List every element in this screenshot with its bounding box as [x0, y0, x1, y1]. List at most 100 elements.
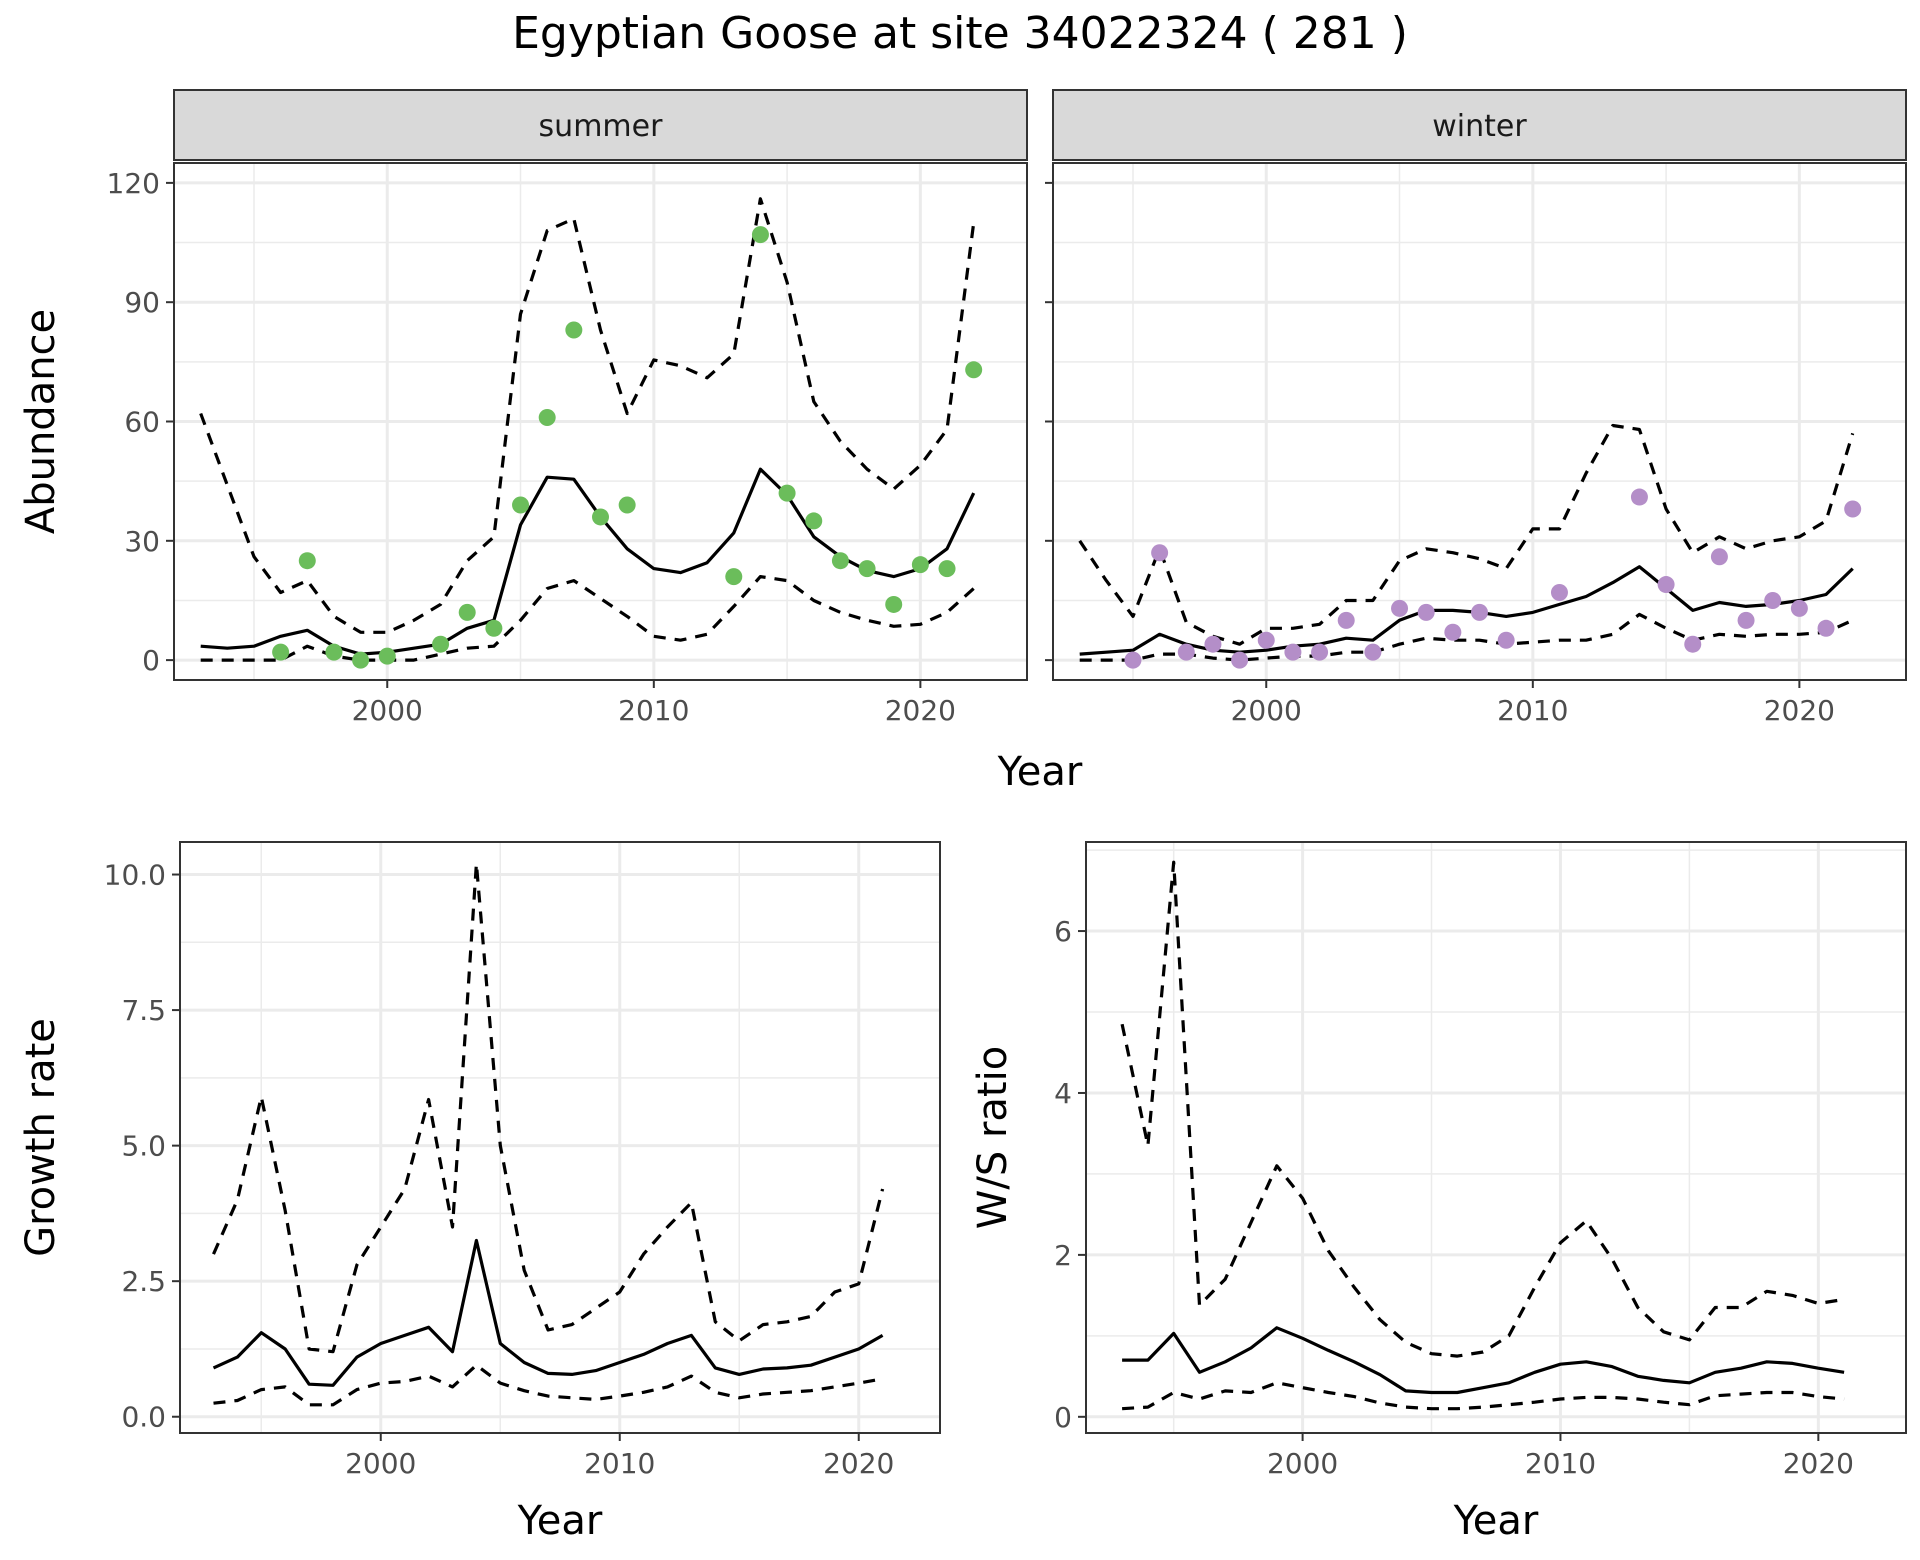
data-point [512, 496, 530, 514]
x-tick-label: 2000 [1267, 1447, 1338, 1480]
data-point [938, 560, 956, 578]
y-tick-label: 7.5 [121, 994, 166, 1027]
data-point [1710, 548, 1728, 566]
data-point [831, 552, 849, 570]
x-axis-title: Year [517, 1498, 603, 1544]
y-tick-label: 30 [124, 525, 160, 558]
data-point [1311, 643, 1329, 661]
x-tick-label: 2010 [584, 1447, 655, 1480]
data-point [1177, 643, 1195, 661]
data-point [725, 568, 743, 586]
y-axis-title: Growth rate [18, 1018, 64, 1257]
data-point [1444, 623, 1462, 641]
data-point [565, 321, 583, 339]
data-point [1284, 643, 1302, 661]
data-point [352, 651, 370, 669]
data-point [458, 603, 476, 621]
y-tick-label: 0 [1054, 1401, 1072, 1434]
x-tick-label: 2000 [352, 694, 423, 727]
series-line-fit [1122, 1326, 1845, 1395]
facet-strip-label: winter [1432, 109, 1527, 144]
y-tick-label: 2 [1054, 1239, 1072, 1272]
data-point [1764, 591, 1782, 609]
data-point [1151, 544, 1169, 562]
y-tick-label: 5.0 [121, 1130, 166, 1163]
x-tick-label: 2020 [1783, 1447, 1854, 1480]
data-point [1364, 643, 1382, 661]
x-axis-title: Year [1453, 1498, 1539, 1544]
y-tick-label: 4 [1054, 1077, 1072, 1110]
data-point [298, 552, 316, 570]
data-point [885, 595, 903, 613]
x-tick-label: 2010 [1497, 694, 1568, 727]
facet-strip-label: summer [539, 109, 664, 144]
data-point [1550, 584, 1568, 602]
panel-growth: 2000 2010 2020 0.0 2.5 5.0 7.5 10.0 Growth rate Y… [18, 841, 941, 1544]
data-point [965, 361, 983, 379]
data-point [1817, 619, 1835, 637]
data-point [1790, 599, 1808, 617]
y-tick-label: 90 [124, 286, 160, 319]
data-point [1737, 611, 1755, 629]
x-axis-title: Year [997, 749, 1083, 795]
panel-winter: winter 2000 2010 2020 [1045, 89, 1907, 727]
series-line-upper [1078, 423, 1855, 646]
data-point [805, 512, 823, 530]
x-tick-label: 2020 [823, 1447, 894, 1480]
data-point [1657, 576, 1675, 594]
series-line-upper [1120, 860, 1845, 1358]
y-tick-label: 0 [142, 644, 160, 677]
y-axis-title: W/S ratio [970, 1046, 1016, 1229]
plot-background [180, 842, 940, 1433]
data-point [1124, 651, 1142, 669]
y-tick-label: 10.0 [104, 859, 166, 892]
data-point [1231, 651, 1249, 669]
data-point [538, 409, 556, 427]
chart-title: Egyptian Goose at site 34022324 ( 281 ) [512, 8, 1408, 59]
x-tick-label: 2000 [345, 1447, 416, 1480]
panel-summer: summer 2000 2010 2020 0 30 60 90 120 Abundance [18, 89, 1028, 727]
data-point [1417, 603, 1435, 621]
y-tick-label: 2.5 [121, 1265, 166, 1298]
series-line-fit [212, 1238, 884, 1387]
grid-lines [174, 163, 1027, 680]
series-line-lower [213, 1363, 883, 1407]
y-axis-title: Abundance [18, 309, 64, 534]
data-point [618, 496, 636, 514]
panel-border [179, 841, 941, 1434]
x-tick-label: 2020 [885, 694, 956, 727]
x-tick-label: 2020 [1764, 694, 1835, 727]
data-point [378, 647, 396, 665]
data-point [485, 619, 503, 637]
data-point [325, 643, 343, 661]
y-tick-label: 6 [1054, 915, 1072, 948]
x-tick-label: 2010 [1525, 1447, 1596, 1480]
data-point [1257, 631, 1275, 649]
data-points [272, 226, 983, 669]
x-tick-label: 2010 [618, 694, 689, 727]
y-tick-label: 60 [124, 406, 160, 439]
panel-border [1085, 841, 1907, 1434]
data-point [1497, 631, 1515, 649]
data-point [1844, 500, 1862, 518]
facet-strip [173, 89, 1028, 161]
plot-background [1086, 842, 1906, 1433]
data-point [1471, 603, 1488, 621]
x-tick-label: 2000 [1231, 694, 1302, 727]
series-line-upper [199, 197, 976, 634]
data-point [1337, 611, 1355, 629]
data-point [272, 643, 290, 661]
data-point [1391, 599, 1409, 617]
panel-ratio: 2000 2010 2020 0 2 4 6 W/S ratio Year [970, 841, 1907, 1544]
grid-lines [1086, 842, 1906, 1433]
data-point [1204, 635, 1222, 653]
data-point [1684, 635, 1702, 653]
series-line-lower [1122, 1381, 1845, 1411]
data-point [1630, 488, 1648, 506]
facet-strip [1052, 89, 1907, 161]
y-tick-label: 120 [107, 167, 160, 200]
series-line-upper [212, 862, 885, 1354]
y-tick-label: 0.0 [121, 1401, 166, 1434]
